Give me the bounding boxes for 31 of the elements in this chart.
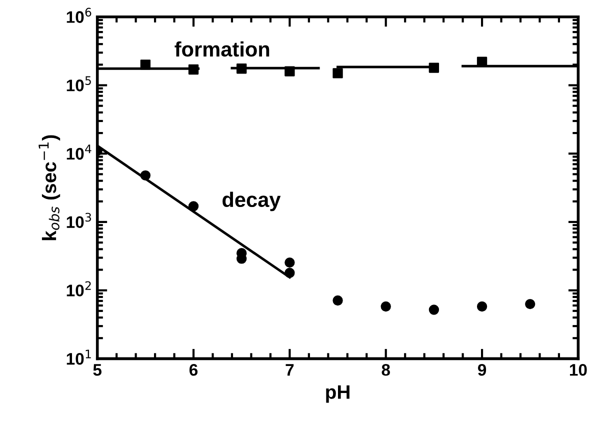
y-axis-title: k$_{obs}$ (sec$^{−1}$) [38, 135, 60, 240]
annotation: decay [222, 192, 281, 212]
y-tick-label: 10$^{4}$ [66, 144, 92, 160]
y-tick-label: 10$^{6}$ [66, 8, 92, 23]
point [236, 64, 247, 74]
annotation: formation [174, 41, 270, 57]
point [140, 60, 151, 70]
x-axis-title: pH [326, 385, 350, 403]
point [284, 257, 295, 268]
x-tick-label: 8 [382, 364, 390, 376]
point [188, 64, 199, 75]
y-tick-label: 10$^{5}$ [66, 76, 91, 92]
point [332, 295, 343, 306]
x-tick-label: 10 [570, 364, 587, 376]
point [525, 298, 536, 310]
x-tick-label: 5 [93, 364, 102, 376]
y-tick-label: 10$^{3}$ [66, 212, 92, 228]
point [188, 201, 199, 212]
point [428, 62, 440, 73]
y-tick-label: 10$^{2}$ [66, 281, 91, 296]
point [380, 301, 391, 312]
point [140, 170, 151, 180]
x-tick-label: 7 [286, 364, 294, 376]
x-tick-label: 6 [189, 364, 198, 376]
point [284, 268, 295, 278]
x-tick-label: 9 [478, 364, 486, 376]
point [332, 68, 343, 78]
point [428, 304, 440, 315]
point [284, 66, 295, 76]
y-tick-label: 10$^{1}$ [66, 350, 91, 365]
point [476, 301, 488, 312]
